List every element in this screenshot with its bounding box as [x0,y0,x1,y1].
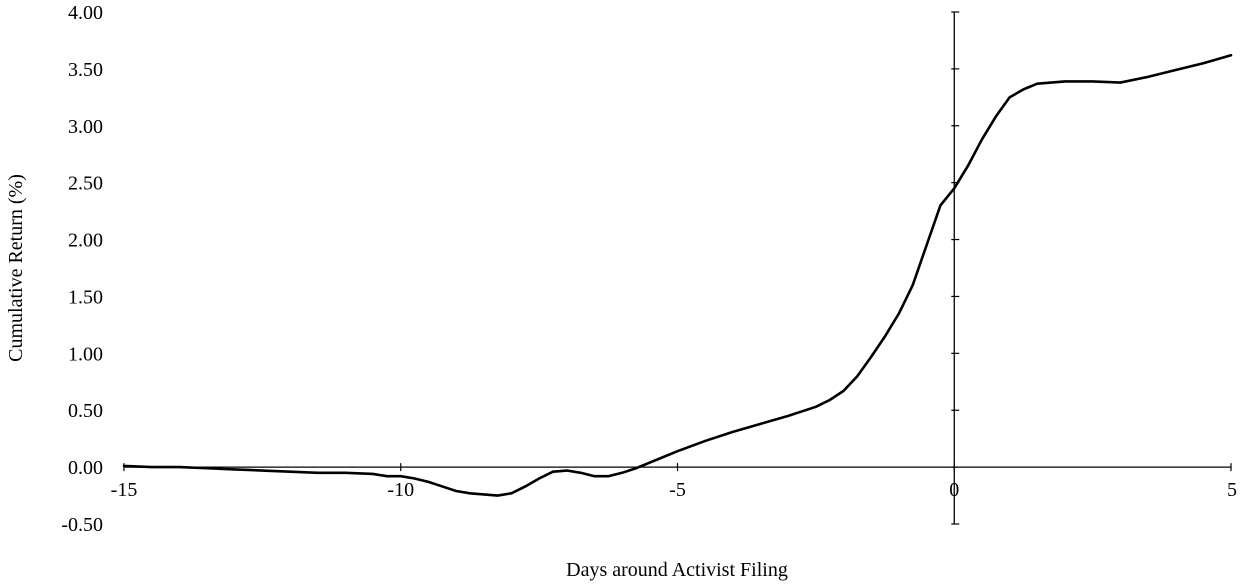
y-tick-label: 1.50 [68,286,103,308]
x-tick-label: -15 [111,479,138,501]
y-tick-label: 2.50 [68,173,103,195]
chart-series [122,53,1233,497]
y-tick-label: 4.00 [68,2,103,24]
chart-axes [124,12,1231,524]
y-tick-label: 3.50 [68,59,103,81]
y-tick-label: 2.00 [68,230,103,252]
y-tick-label: 0.00 [68,457,103,479]
y-tick-label: 0.50 [68,400,103,422]
y-axis-label: Cumulative Return (%) [5,174,27,362]
x-tick-label: 0 [949,479,959,501]
y-tick-label: -0.50 [61,514,103,536]
x-tick-label: -5 [669,479,686,501]
y-tick-label: 1.00 [68,343,103,365]
y-tick-label: 3.00 [68,116,103,138]
x-tick-label: -10 [387,479,414,501]
x-tick-label: 5 [1227,479,1237,501]
series-line [122,53,1233,497]
x-axis-label: Days around Activist Filing [566,559,788,581]
chart-ticks: -0.50 0.00 0.50 1.00 1.50 2.00 2.50 3.00 3.50 4.0… [61,2,1237,536]
